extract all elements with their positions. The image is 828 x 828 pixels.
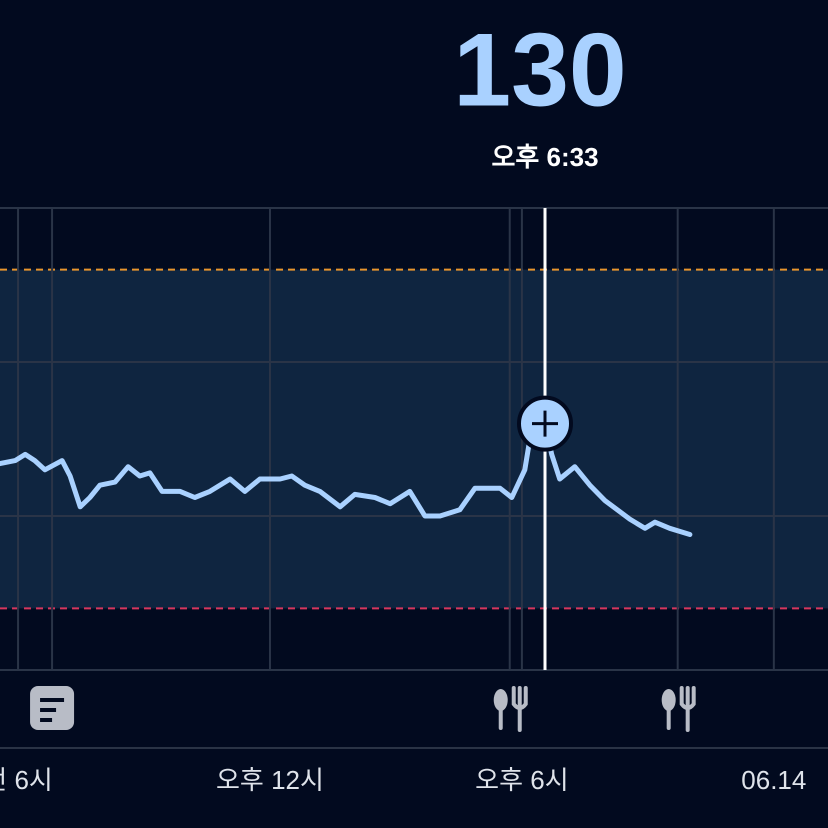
selected-marker — [517, 395, 574, 452]
spoon-handle — [666, 708, 671, 730]
meal-icon — [493, 686, 528, 732]
target-range — [0, 269, 828, 609]
spoon-handle — [498, 708, 503, 730]
note-lines — [40, 698, 65, 722]
x-tick-label: 오후 12시 — [216, 765, 324, 795]
spoon-head — [661, 689, 676, 711]
glucose-line — [0, 421, 693, 537]
note-icon — [30, 686, 75, 730]
current-value: 130 — [453, 12, 627, 128]
meal-icon — [661, 686, 696, 732]
x-tick-label: 전 6시 — [0, 765, 53, 795]
fork — [511, 686, 528, 732]
current-time: 오후 6:33 — [491, 142, 598, 172]
spoon-head — [493, 689, 508, 711]
marker-plus — [532, 410, 559, 437]
x-tick-label: 오후 6시 — [475, 765, 568, 795]
fork — [679, 686, 696, 732]
x-tick-label: 06.14 — [741, 765, 806, 795]
